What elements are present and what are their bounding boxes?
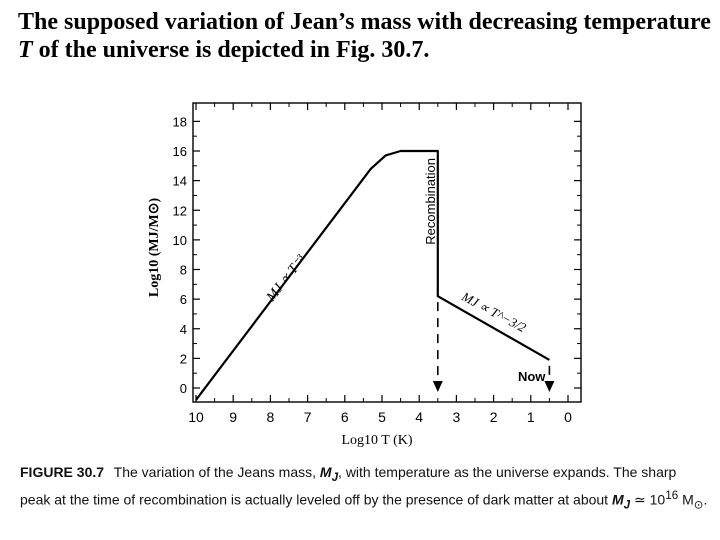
y-axis-label: Log10 (MJ/M⊙) bbox=[147, 198, 162, 298]
y-tick-label: 16 bbox=[173, 144, 187, 159]
caption-text-4: M bbox=[682, 491, 694, 508]
y-tick-label: 14 bbox=[173, 174, 187, 189]
y-tick-label: 18 bbox=[173, 114, 187, 129]
caption-exponent: 16 bbox=[665, 488, 679, 502]
caption-mj-sub: J bbox=[331, 470, 339, 484]
y-tick-label: 4 bbox=[180, 322, 187, 337]
caption-label: FIGURE 30.7 bbox=[20, 464, 105, 480]
x-tick-label: 8 bbox=[267, 409, 275, 425]
x-tick-label: 2 bbox=[490, 409, 498, 425]
plot-frame bbox=[192, 102, 582, 403]
arrowhead-now bbox=[544, 380, 555, 392]
chart-axes: Log10 T (K) Log10 (MJ/M⊙) bbox=[147, 102, 582, 448]
slide-heading: The supposed variation of Jean’s mass wi… bbox=[18, 8, 718, 64]
vertical-marks bbox=[432, 302, 555, 392]
caption-mj: M bbox=[319, 464, 332, 480]
y-tick-label: 8 bbox=[180, 263, 187, 278]
y-tick-label: 0 bbox=[180, 381, 187, 396]
x-tick-label: 4 bbox=[415, 409, 423, 425]
x-tick-label: 5 bbox=[378, 409, 386, 425]
arrowhead-recombination bbox=[432, 380, 443, 392]
x-tick-label: 0 bbox=[564, 409, 572, 425]
heading-variable: T bbox=[18, 37, 33, 63]
caption-sun-symbol: ⊙ bbox=[693, 498, 704, 512]
x-ticks: 10 9 8 7 6 5 4 3 2 1 0 bbox=[188, 103, 572, 425]
caption-text-1: The variation of the Jeans mass, bbox=[113, 464, 316, 480]
x-tick-label: 1 bbox=[527, 409, 535, 425]
slope-label-1: MJ ∝ T⁻³ bbox=[263, 252, 309, 305]
y-tick-label: 6 bbox=[180, 292, 187, 307]
series-line-jeans-mass bbox=[195, 149, 550, 401]
caption-text-2: , with temperature as the universe expan… bbox=[20, 464, 677, 508]
y-ticks: 18 16 14 12 10 8 6 4 2 0 bbox=[173, 114, 581, 396]
caption-text-3: ≃ 10 bbox=[634, 491, 666, 508]
y-tick-label: 12 bbox=[173, 203, 187, 218]
y-tick-label: 10 bbox=[173, 233, 187, 248]
now-label: Now bbox=[518, 369, 546, 384]
x-tick-label: 7 bbox=[304, 409, 312, 425]
y-tick-label: 2 bbox=[180, 351, 187, 366]
x-tick-label: 9 bbox=[229, 409, 237, 425]
caption-mj-2: M bbox=[611, 491, 624, 508]
x-tick-label: 3 bbox=[453, 409, 461, 425]
x-tick-label: 10 bbox=[188, 409, 204, 425]
x-axis-label: Log10 T (K) bbox=[341, 433, 412, 448]
x-tick-label: 6 bbox=[341, 409, 349, 425]
recombination-label: Recombination bbox=[423, 158, 438, 245]
caption-text-5: . bbox=[703, 491, 708, 508]
figure-caption: FIGURE 30.7 The variation of the Jeans m… bbox=[20, 463, 710, 514]
heading-text-1: The supposed variation of Jean’s mass wi… bbox=[18, 9, 711, 35]
heading-text-2: of the universe is depicted in Fig. 30.7… bbox=[38, 37, 430, 63]
caption-mj-sub-2: J bbox=[623, 498, 631, 512]
